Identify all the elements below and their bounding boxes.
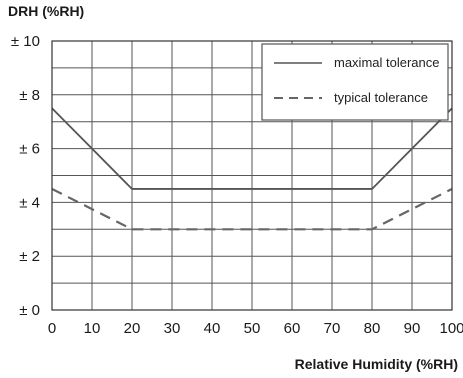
y-tick-label: ± 6 bbox=[19, 141, 40, 158]
legend-label-maximal: maximal tolerance bbox=[334, 55, 440, 70]
legend: maximal tolerance typical tolerance bbox=[261, 43, 449, 121]
x-tick-label: 100 bbox=[439, 320, 463, 337]
x-tick-label: 20 bbox=[124, 320, 141, 337]
x-tick-label: 60 bbox=[284, 320, 301, 337]
legend-box bbox=[261, 43, 449, 121]
y-tick-label: ± 8 bbox=[19, 87, 40, 104]
y-tick-label: ± 10 bbox=[11, 33, 40, 50]
y-tick-label: ± 2 bbox=[19, 248, 40, 265]
y-tick-label: ± 0 bbox=[19, 302, 40, 319]
series-line-maximal-tolerance bbox=[51, 107, 453, 190]
x-tick-label: 70 bbox=[324, 320, 341, 337]
y-tick-label: ± 4 bbox=[19, 194, 40, 211]
series-line-typical-tolerance bbox=[51, 187, 453, 231]
x-tick-labels: 0 10 20 30 40 50 60 70 80 90 100 bbox=[48, 320, 463, 337]
x-axis-title: Relative Humidity (%RH) bbox=[295, 356, 458, 372]
y-tick-labels: ± 0 ± 2 ± 4 ± 6 ± 8 ± 10 bbox=[11, 33, 40, 319]
x-tick-label: 30 bbox=[164, 320, 181, 337]
x-tick-label: 50 bbox=[244, 320, 261, 337]
x-tick-label: 10 bbox=[84, 320, 101, 337]
x-tick-label: 80 bbox=[364, 320, 381, 337]
x-tick-label: 90 bbox=[404, 320, 421, 337]
y-axis-title: DRH (%RH) bbox=[8, 3, 84, 19]
x-tick-label: 40 bbox=[204, 320, 221, 337]
x-tick-label: 0 bbox=[48, 320, 56, 337]
legend-label-typical: typical tolerance bbox=[334, 90, 428, 105]
series-layer bbox=[51, 107, 453, 231]
plot-frame bbox=[51, 40, 453, 311]
